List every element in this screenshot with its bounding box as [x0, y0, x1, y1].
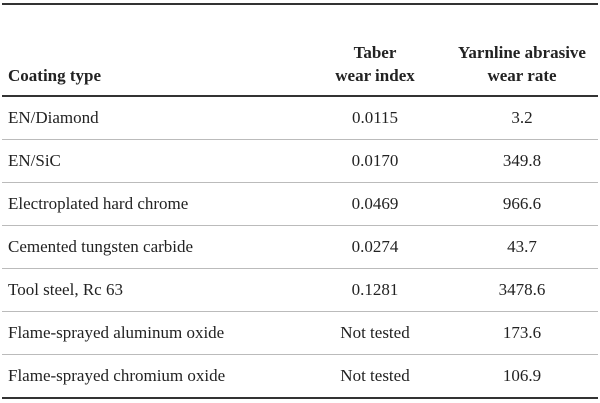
- table-cell: Electroplated hard chrome: [2, 182, 304, 226]
- table-cell: 0.0170: [304, 139, 446, 183]
- table-cell: Flame-sprayed aluminum oxide: [2, 311, 304, 355]
- table-cell: 43.7: [446, 225, 598, 269]
- table-row: Tool steel, Rc 63 0.1281 3478.6: [2, 268, 598, 312]
- column-header: Taber wear index: [304, 3, 446, 97]
- table-row: Flame-sprayed aluminum oxide Not tested 17…: [2, 311, 598, 355]
- table-cell: 3478.6: [446, 268, 598, 312]
- table-body: EN/Diamond 0.0115 3.2 EN/SiC 0.0170 349.8 Elec…: [2, 96, 598, 399]
- table-cell: 0.1281: [304, 268, 446, 312]
- table-row: Electroplated hard chrome 0.0469 966.6: [2, 182, 598, 226]
- table-cell: 173.6: [446, 311, 598, 355]
- table-cell: 966.6: [446, 182, 598, 226]
- table-row: Flame-sprayed chromium oxide Not tested 10…: [2, 354, 598, 399]
- table-cell: 3.2: [446, 96, 598, 140]
- table-cell: Flame-sprayed chromium oxide: [2, 354, 304, 399]
- table-cell: Cemented tungsten carbide: [2, 225, 304, 269]
- table-cell: 349.8: [446, 139, 598, 183]
- header-row: Coating type Taber wear index Yarnline abr…: [2, 3, 598, 97]
- table-cell: Tool steel, Rc 63: [2, 268, 304, 312]
- table-row: EN/Diamond 0.0115 3.2: [2, 96, 598, 140]
- column-header: Coating type: [2, 3, 304, 97]
- page: Coating type Taber wear index Yarnline abr…: [0, 3, 600, 403]
- table-row: Cemented tungsten carbide 0.0274 43.7: [2, 225, 598, 269]
- table-cell: 0.0115: [304, 96, 446, 140]
- column-header: Yarnline abrasive wear rate: [446, 3, 598, 97]
- table-row: EN/SiC 0.0170 349.8: [2, 139, 598, 183]
- table-cell: Not tested: [304, 311, 446, 355]
- table-cell: EN/Diamond: [2, 96, 304, 140]
- data-table: Coating type Taber wear index Yarnline abr…: [2, 3, 598, 399]
- table-header: Coating type Taber wear index Yarnline abr…: [2, 3, 598, 97]
- table-cell: 0.0469: [304, 182, 446, 226]
- table-cell: EN/SiC: [2, 139, 304, 183]
- table-cell: 106.9: [446, 354, 598, 399]
- table-cell: 0.0274: [304, 225, 446, 269]
- table-cell: Not tested: [304, 354, 446, 399]
